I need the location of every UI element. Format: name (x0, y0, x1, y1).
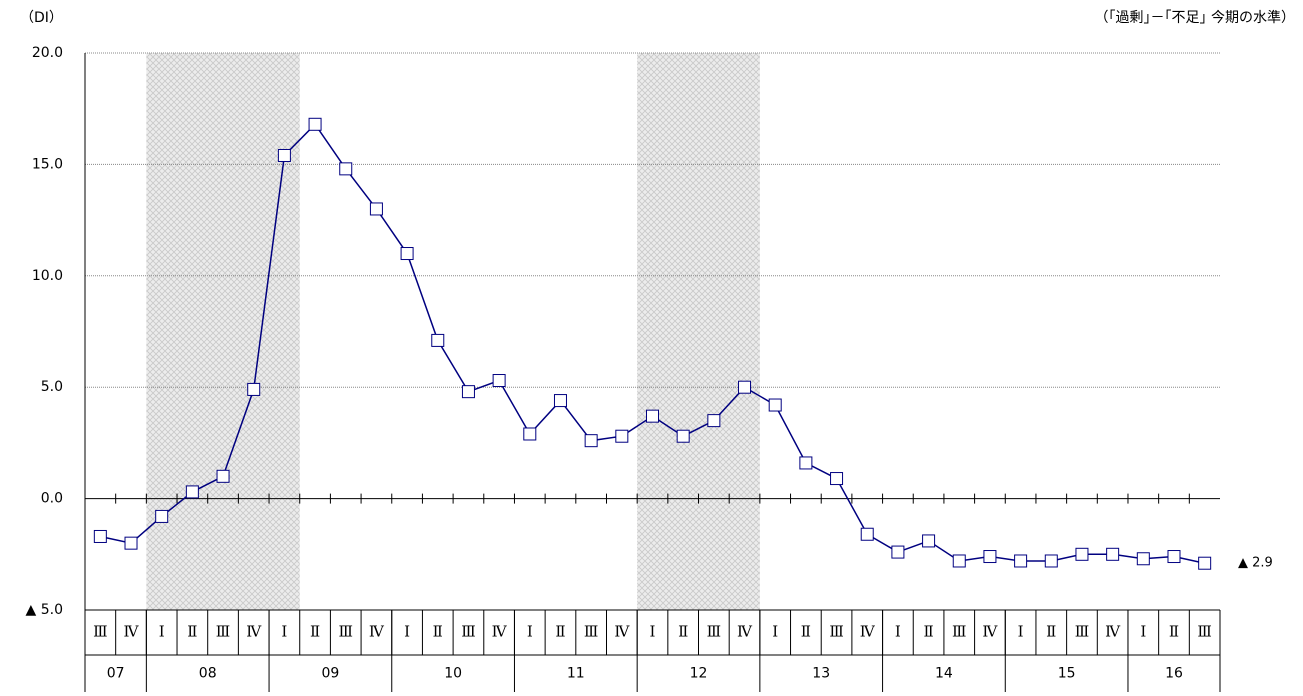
data-point (553, 394, 567, 408)
x-tick-label: Ⅳ (246, 623, 262, 641)
x-tick-label: Ⅱ (1046, 623, 1056, 641)
data-point (523, 427, 537, 441)
x-tick-label: Ⅲ (1197, 623, 1211, 641)
data-point (646, 409, 659, 423)
x-tick-label: Ⅰ (281, 623, 287, 641)
chart-note: （｢過剰｣－｢不足｣ 今期の水準） (1095, 10, 1295, 26)
y-tick-label: 0.0 (41, 491, 63, 507)
year-label: 10 (444, 666, 462, 682)
year-label: 16 (1165, 666, 1183, 682)
data-point (1075, 547, 1089, 561)
data-point (830, 472, 844, 486)
x-tick-label: Ⅰ (1140, 623, 1146, 641)
x-tick-label: Ⅳ (860, 623, 876, 641)
data-point (922, 534, 936, 548)
data-point (952, 554, 966, 568)
x-tick-label: Ⅰ (772, 623, 778, 641)
x-tick-label: Ⅲ (216, 623, 230, 641)
x-tick-label: Ⅳ (982, 623, 998, 641)
x-tick-label: Ⅲ (584, 623, 598, 641)
shaded-period (637, 53, 760, 610)
x-tick-label: Ⅰ (404, 623, 410, 641)
data-point (247, 382, 261, 396)
data-point (738, 380, 752, 394)
shaded-period (146, 53, 300, 610)
x-tick-label: Ⅱ (187, 623, 197, 641)
x-tick-label: Ⅲ (829, 623, 843, 641)
data-point (860, 527, 874, 541)
x-tick-label: Ⅱ (678, 623, 688, 641)
x-tick-label: Ⅱ (1169, 623, 1179, 641)
data-point (1167, 550, 1181, 564)
data-point (676, 429, 690, 443)
data-point (1106, 547, 1120, 561)
x-tick-label: Ⅳ (737, 623, 753, 641)
data-point (185, 485, 199, 499)
data-point (1136, 552, 1150, 566)
x-tick-label: Ⅰ (159, 623, 165, 641)
x-tick-label: Ⅰ (527, 623, 533, 641)
data-point (277, 148, 291, 162)
data-point (615, 429, 629, 443)
x-tick-label: Ⅱ (433, 623, 443, 641)
data-point (768, 398, 782, 412)
x-tick-label: Ⅲ (461, 623, 475, 641)
x-tick-label: Ⅲ (339, 623, 353, 641)
year-label: 13 (812, 666, 830, 682)
year-label: 09 (321, 666, 339, 682)
y-tick-label: 5.0 (41, 379, 63, 395)
x-tick-label: Ⅲ (1075, 623, 1089, 641)
data-point (339, 162, 353, 176)
x-tick-label: Ⅱ (310, 623, 320, 641)
data-point (707, 414, 721, 428)
x-tick-label: Ⅱ (801, 623, 811, 641)
data-point (400, 247, 414, 261)
data-point (308, 117, 322, 131)
y-tick-label: 15.0 (32, 156, 63, 172)
data-point (369, 202, 383, 216)
data-point (492, 374, 506, 388)
year-label: 14 (935, 666, 953, 682)
data-point (584, 434, 598, 448)
x-tick-label: Ⅰ (650, 623, 656, 641)
x-tick-label: Ⅳ (614, 623, 630, 641)
data-point (124, 536, 138, 550)
x-tick-label: Ⅰ (895, 623, 901, 641)
year-label: 15 (1058, 666, 1076, 682)
data-point (431, 333, 445, 347)
y-tick-label: 20.0 (32, 45, 63, 61)
x-tick-label: Ⅲ (707, 623, 721, 641)
x-tick-label: Ⅲ (93, 623, 107, 641)
x-tick-label: Ⅰ (1018, 623, 1024, 641)
year-label: 08 (199, 666, 217, 682)
data-point (891, 545, 905, 559)
data-point (461, 385, 475, 399)
data-point (799, 456, 813, 470)
x-tick-label: Ⅲ (952, 623, 966, 641)
data-point (216, 469, 230, 483)
x-tick-label: Ⅳ (124, 623, 140, 641)
data-point (155, 509, 169, 523)
data-point (93, 529, 107, 543)
y-tick-label: ▲ 5.0 (26, 602, 63, 618)
x-tick-label: Ⅳ (1105, 623, 1121, 641)
x-tick-label: Ⅳ (369, 623, 385, 641)
year-label: 12 (690, 666, 708, 682)
year-label: 11 (567, 666, 585, 682)
year-label: 07 (107, 666, 125, 682)
data-point (1014, 554, 1028, 568)
data-label: ▲ 2.9 (1238, 556, 1273, 571)
x-tick-label: Ⅳ (492, 623, 508, 641)
data-point (983, 550, 997, 564)
y-tick-label: 10.0 (32, 268, 63, 284)
data-point (1198, 556, 1212, 570)
x-tick-label: Ⅱ (923, 623, 933, 641)
x-tick-label: Ⅱ (555, 623, 565, 641)
data-point (1044, 554, 1058, 568)
y-axis-label: （DI） (20, 10, 63, 26)
